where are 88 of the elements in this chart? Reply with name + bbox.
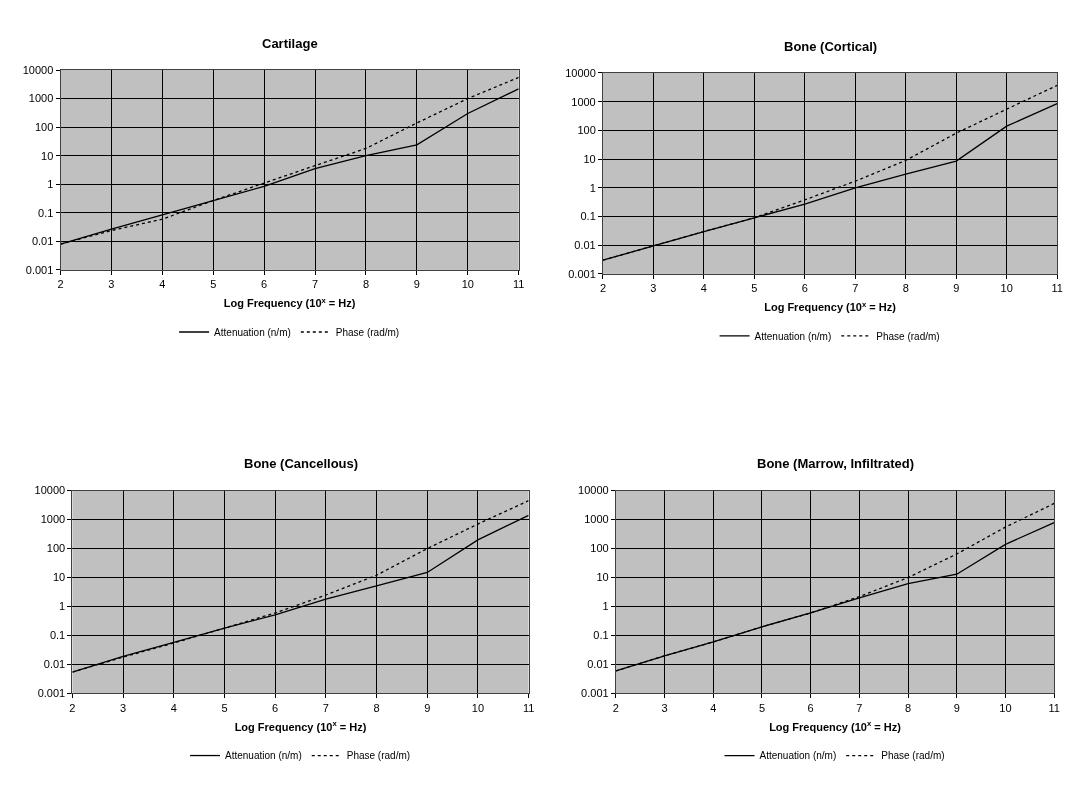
x-axis-title: Log Frequency (10$^{x}$ = Hz) — [769, 719, 902, 733]
x-tick-label: 2 — [69, 701, 76, 714]
y-tick-label: 1 — [47, 178, 54, 191]
legend-label: Phase (rad/m) — [335, 326, 400, 338]
x-tick-label: 9 — [953, 282, 960, 295]
x-tick-label: 10 — [999, 701, 1012, 714]
y-tick-label: 0.1 — [580, 210, 596, 223]
x-tick-label: 5 — [221, 701, 228, 714]
y-tick-label: 10 — [52, 571, 66, 584]
x-tick-label: 6 — [807, 701, 814, 714]
legend-label: Phase (rad/m) — [876, 330, 940, 342]
legend-label: Attenuation (n/m) — [214, 326, 291, 338]
y-tick-label: 10000 — [578, 484, 609, 497]
x-tick-label: 3 — [661, 701, 668, 714]
x-tick-label: 11 — [522, 701, 535, 714]
x-tick-label: 3 — [120, 701, 127, 714]
y-tick-label: 10 — [583, 152, 596, 165]
y-tick-label: 0.001 — [25, 263, 54, 276]
legend-label: Attenuation (n/m) — [754, 330, 832, 342]
legend-label: Attenuation (n/m) — [225, 750, 302, 762]
y-tick-label: 0.01 — [43, 658, 66, 671]
legend-label: Attenuation (n/m) — [759, 750, 837, 762]
y-tick-label: 100 — [34, 121, 54, 133]
x-tick-label: 7 — [322, 701, 329, 714]
chart-title: Bone (Marrow, Infiltrated) — [757, 456, 914, 471]
x-tick-label: 11 — [1048, 701, 1060, 714]
x-tick-label: 7 — [856, 701, 863, 714]
x-tick-label: 6 — [801, 282, 808, 295]
y-tick-label: 0.001 — [568, 267, 596, 280]
x-tick-label: 5 — [751, 282, 758, 295]
y-tick-label: 100 — [577, 124, 596, 137]
x-tick-label: 2 — [612, 701, 619, 714]
y-tick-label: 0.01 — [587, 658, 609, 671]
y-tick-label: 10000 — [22, 63, 54, 76]
legend-label: Phase (rad/m) — [881, 750, 945, 762]
x-tick-label: 10 — [1000, 282, 1013, 295]
x-axis-title: Log Frequency (10$^{x}$ = Hz) — [764, 299, 897, 314]
x-tick-label: 4 — [710, 701, 717, 714]
x-tick-label: 4 — [159, 278, 166, 291]
x-tick-label: 6 — [261, 278, 268, 291]
y-tick-label: 0.01 — [31, 235, 54, 248]
x-tick-label: 6 — [272, 701, 279, 714]
y-tick-label: 1 — [589, 181, 596, 194]
x-tick-label: 11 — [1051, 282, 1063, 295]
x-tick-label: 7 — [852, 282, 859, 295]
x-tick-label: 11 — [512, 278, 525, 291]
y-tick-label: 0.1 — [38, 206, 54, 219]
y-tick-label: 1000 — [584, 513, 609, 526]
x-tick-label: 4 — [700, 282, 707, 295]
y-tick-label: 1000 — [571, 95, 596, 108]
x-tick-label: 8 — [362, 278, 370, 291]
x-tick-label: 8 — [373, 701, 380, 714]
y-tick-label: 10000 — [565, 66, 596, 79]
y-tick-label: 0.1 — [49, 629, 66, 642]
x-tick-label: 4 — [170, 701, 177, 714]
legend-label: Phase (rad/m) — [346, 750, 411, 762]
x-tick-label: 5 — [210, 278, 217, 291]
y-tick-label: 1000 — [40, 513, 66, 526]
x-tick-label: 9 — [953, 701, 960, 714]
y-tick-label: 1000 — [28, 92, 54, 105]
y-tick-label: 10000 — [34, 484, 66, 497]
x-tick-label: 3 — [650, 282, 657, 295]
y-tick-label: 100 — [46, 542, 66, 555]
x-axis-title: Log Frequency (10$^{x}$ = Hz) — [223, 295, 356, 310]
x-tick-label: 3 — [108, 278, 115, 291]
x-tick-label: 7 — [311, 278, 319, 291]
chart-title: Bone (Cortical) — [784, 39, 878, 54]
y-tick-label: 1 — [602, 600, 609, 613]
y-tick-label: 10 — [41, 149, 54, 162]
x-tick-label: 2 — [57, 278, 64, 291]
x-tick-label: 10 — [461, 278, 474, 291]
chart-title: Cartilage — [262, 36, 318, 51]
y-tick-label: 100 — [590, 542, 609, 555]
chart-title: Bone (Cancellous) — [244, 456, 359, 471]
x-tick-label: 5 — [758, 701, 766, 714]
x-tick-label: 8 — [905, 701, 912, 714]
x-tick-label: 9 — [424, 701, 431, 714]
x-axis-title: Log Frequency (10$^{x}$ = Hz) — [234, 719, 367, 733]
x-tick-label: 9 — [413, 278, 420, 291]
x-tick-label: 10 — [471, 701, 485, 714]
y-tick-label: 0.1 — [593, 629, 609, 642]
y-tick-label: 0.001 — [37, 687, 66, 700]
y-tick-label: 0.01 — [574, 239, 596, 252]
x-tick-label: 8 — [902, 282, 909, 295]
y-tick-label: 0.001 — [581, 687, 609, 700]
x-tick-label: 2 — [599, 282, 607, 295]
y-tick-label: 10 — [596, 571, 609, 584]
y-tick-label: 1 — [59, 600, 66, 613]
